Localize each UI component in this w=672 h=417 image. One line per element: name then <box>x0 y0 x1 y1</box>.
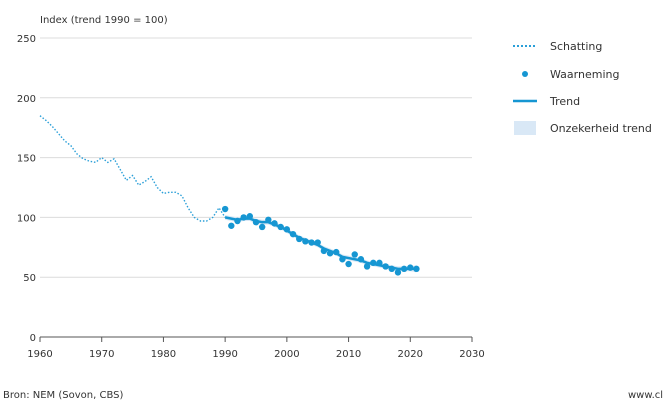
observation-point-1996 <box>258 223 266 231</box>
website-link[interactable]: www.cl <box>628 390 663 401</box>
observation-point-1994 <box>246 213 254 220</box>
x-tick-label-1980: 1980 <box>151 349 176 360</box>
legend-swatch-onzekerheid-trend <box>514 121 536 135</box>
legend-label-waarneming: Waarneming <box>550 68 619 81</box>
x-tick-label-2000: 2000 <box>274 349 299 360</box>
observation-point-2003 <box>302 238 309 245</box>
x-tick-label-1990: 1990 <box>212 349 237 360</box>
observation-point-1993 <box>240 214 247 221</box>
gridlines <box>40 37 472 278</box>
observation-point-2015 <box>376 259 383 267</box>
y-tick-label-50: 50 <box>23 273 36 284</box>
uncertainty-band-layer <box>225 215 417 273</box>
observation-point-1992 <box>234 217 241 225</box>
observation-dots-layer <box>221 205 420 276</box>
legend: Schatting Waarneming Trend Onzekerheid t… <box>513 40 652 135</box>
legend-label-trend: Trend <box>549 95 580 108</box>
observation-point-2016 <box>382 263 389 270</box>
x-tick-label-2030: 2030 <box>459 349 484 360</box>
axes: 0 50 100 150 200 250 1960 1970 1980 1990 2000 2010 2… <box>17 34 485 360</box>
observation-point-2001 <box>289 230 297 238</box>
observation-point-2012 <box>357 256 365 263</box>
source-note: Bron: NEM (Sovon, CBS) <box>3 390 123 401</box>
y-tick-label-250: 250 <box>17 34 36 45</box>
observation-point-2004 <box>308 239 315 246</box>
observation-point-2000 <box>283 226 291 233</box>
legend-label-onzekerheid-trend: Onzekerheid trend <box>550 122 652 135</box>
observation-point-2002 <box>296 235 303 243</box>
y-axis-title: Index (trend 1990 = 100) <box>40 15 168 26</box>
observation-point-2017 <box>388 265 395 273</box>
observation-point-1997 <box>265 216 272 223</box>
observation-point-2013 <box>363 263 371 270</box>
observation-point-2009 <box>339 256 346 263</box>
x-tick-label-1960: 1960 <box>27 349 52 360</box>
observation-point-2014 <box>370 259 377 267</box>
observation-point-2005 <box>314 239 321 246</box>
observation-point-1998 <box>271 220 278 227</box>
observation-point-2008 <box>333 248 340 256</box>
observation-point-1991 <box>228 222 235 229</box>
y-tick-label-150: 150 <box>17 154 36 165</box>
y-tick-label-200: 200 <box>17 94 36 105</box>
observation-point-2018 <box>394 269 402 276</box>
observation-point-1990 <box>221 205 229 213</box>
observation-point-1999 <box>277 223 284 231</box>
legend-label-schatting: Schatting <box>550 40 602 53</box>
x-tick-label-1970: 1970 <box>89 349 114 360</box>
x-tick-label-2010: 2010 <box>336 349 361 360</box>
lines-layer <box>39 115 417 271</box>
y-tick-label-0: 0 <box>30 333 36 344</box>
observation-point-2021 <box>413 265 420 273</box>
observation-point-2007 <box>326 250 334 257</box>
observation-point-2019 <box>400 265 408 273</box>
observation-point-2020 <box>407 264 414 271</box>
observation-point-2011 <box>351 251 358 258</box>
uncertainty-band <box>225 215 417 273</box>
legend-swatch-waarneming <box>522 71 528 77</box>
y-tick-label-100: 100 <box>17 213 36 224</box>
observation-point-1995 <box>252 218 260 226</box>
observation-point-2006 <box>320 247 328 255</box>
series-line-schatting <box>39 115 226 222</box>
x-tick-label-2020: 2020 <box>398 349 423 360</box>
observation-point-2010 <box>345 260 352 268</box>
